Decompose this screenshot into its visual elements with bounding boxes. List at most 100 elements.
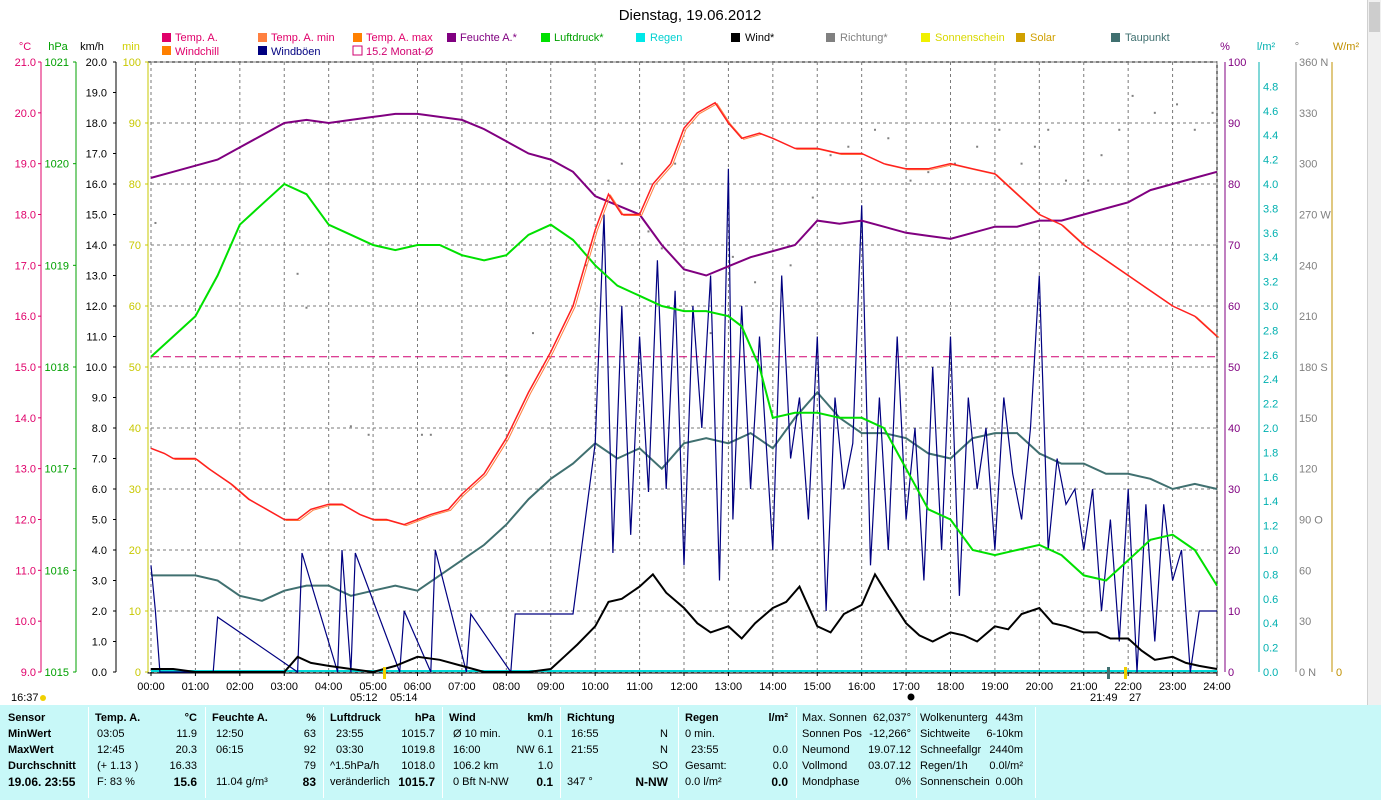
rain-duration: 0 min. xyxy=(685,728,715,740)
legend-swatch-temp-max xyxy=(353,33,362,42)
sunrise-label-2: 05:14 xyxy=(390,692,418,704)
axis-tick-pct: 80 xyxy=(1228,179,1240,191)
axis-tick-temp: 15.0 xyxy=(15,362,36,374)
sunshine-label: Sonnenschein xyxy=(920,776,990,788)
time-label: 11:00 xyxy=(626,681,653,693)
axis-tick-kmh: 0.0 xyxy=(92,667,107,679)
vertical-scrollbar[interactable] xyxy=(1367,0,1381,705)
direction-point xyxy=(1153,111,1156,114)
hum-absolute: 11.04 g/m³ xyxy=(216,776,268,788)
sunset-minutes-label: 27 xyxy=(1129,692,1141,704)
humidity-column: Feuchte A. % 12:50 63 06:15 92 79 11.04 … xyxy=(206,705,323,800)
direction-point xyxy=(927,171,930,174)
rain-column: Regen l/m² 0 min. 23:55 0.0 Gesamt: 0.0 … xyxy=(679,705,796,800)
sunset-marker-2 xyxy=(1124,667,1127,679)
axis-tick-dir: 270 W xyxy=(1299,210,1331,222)
legend-regen: Regen xyxy=(650,32,682,44)
sun-pos-label: Sonnen Pos xyxy=(802,728,862,740)
rain-max-value: 0.0 xyxy=(772,744,788,756)
axis-tick-rain: 1.0 xyxy=(1263,545,1278,557)
axis-tick-rain: 0.8 xyxy=(1263,569,1278,581)
press-current-value: 1015.7 xyxy=(398,775,435,789)
axis-tick-pct: 0 xyxy=(1228,667,1234,679)
direction-point xyxy=(1033,145,1036,148)
unit-deg: ° xyxy=(1295,41,1299,53)
dir-max-time: 21:55 xyxy=(571,744,599,756)
axis-tick-dir: 150 xyxy=(1299,413,1317,425)
legend-swatch-solar xyxy=(1016,33,1025,42)
axis-tick-temp: 13.0 xyxy=(15,464,36,476)
row-label-max: MaxWert xyxy=(8,744,54,756)
wind-max-time: 16:00 xyxy=(453,744,481,756)
axis-tick-dir: 330 xyxy=(1299,108,1317,120)
dir-min-value: N xyxy=(660,728,668,740)
legend-temp-max: Temp. A. max xyxy=(366,32,433,44)
axis-tick-pct: 100 xyxy=(1228,57,1246,69)
axis-tick-rain: 0.6 xyxy=(1263,594,1278,606)
wind-current-value: 0.1 xyxy=(536,775,553,789)
axis-tick-temp: 9.0 xyxy=(21,667,36,679)
time-label: 19:00 xyxy=(981,681,1009,693)
press-header: Luftdruck xyxy=(330,712,381,724)
press-max-value: 1019.8 xyxy=(401,744,435,756)
axis-tick-rain: 3.6 xyxy=(1263,228,1278,240)
legend-swatch-temp-min xyxy=(258,33,267,42)
axis-tick-temp: 12.0 xyxy=(15,515,36,527)
hum-current-value: 83 xyxy=(302,775,316,789)
legend-feuchte: Feuchte A.* xyxy=(460,32,518,44)
rain-total-label: Gesamt: xyxy=(685,760,727,772)
direction-point xyxy=(789,264,792,267)
axis-tick-rain: 0.0 xyxy=(1263,667,1278,679)
legend-sonnenschein: Sonnenschein xyxy=(935,32,1005,44)
series-temp-a xyxy=(150,101,1218,526)
series-richtung xyxy=(154,94,1214,436)
axis-tick-dir: 120 xyxy=(1299,464,1317,476)
row-label-avg: Durchschnitt xyxy=(8,760,76,772)
axis-tick-rain: 2.0 xyxy=(1263,423,1278,435)
rain-hour-label: Regen/1h xyxy=(920,760,968,772)
time-label: 10:00 xyxy=(581,681,609,693)
axis-tick-pct: 10 xyxy=(1228,606,1240,618)
dir-current-value: N-NW xyxy=(635,775,668,789)
rain-total-value: 0.0 xyxy=(772,760,788,772)
rain-amount: 0.0 l/m² xyxy=(685,776,722,788)
visibility-value: 6-10km xyxy=(986,728,1023,740)
direction-point xyxy=(296,272,299,275)
moon-marker xyxy=(907,693,915,701)
legend-swatch-windboeen xyxy=(258,46,267,55)
axis-tick-rain: 0.2 xyxy=(1263,643,1278,655)
new-moon-label: Neumond xyxy=(802,744,850,756)
time-label: 18:00 xyxy=(937,681,965,693)
rain-header: Regen xyxy=(685,712,719,724)
direction-point xyxy=(811,196,814,199)
axis-tick-wm2: 0 xyxy=(1336,667,1342,679)
legend-swatch-taupunkt xyxy=(1111,33,1120,42)
row-label-min: MinWert xyxy=(8,728,52,740)
direction-point xyxy=(976,145,979,148)
sensor-header: Sensor xyxy=(8,712,46,724)
press-unit: hPa xyxy=(414,712,435,724)
time-axis: 00:00 01:00 02:00 03:00 04:00 05:00 06:00 07:00… xyxy=(137,672,1231,693)
axis-tick-pct: 60 xyxy=(1228,301,1240,313)
legend-swatch-richtung xyxy=(826,33,835,42)
axis-tick-hpa: 1015 xyxy=(45,667,69,679)
separator xyxy=(796,707,797,798)
temp-min-value: 11.9 xyxy=(176,728,197,740)
scrollbar-thumb[interactable] xyxy=(1369,2,1380,32)
direction-point xyxy=(429,433,432,436)
direction-point xyxy=(1047,128,1050,131)
axis-tick-min: 10 xyxy=(129,606,141,618)
rain-current-value: 0.0 xyxy=(771,775,788,789)
hum-avg-value: 79 xyxy=(303,760,316,772)
wind-distance: 106.2 km xyxy=(453,760,499,772)
axis-tick-rain: 4.8 xyxy=(1263,81,1278,93)
press-trend: ^1.5hPa/h xyxy=(330,760,380,772)
direction-point xyxy=(829,154,832,157)
rain-unit: l/m² xyxy=(768,712,788,724)
direction-point xyxy=(953,162,956,165)
time-label: 06:00 xyxy=(404,681,432,693)
series-wind xyxy=(151,572,1218,674)
time-label: 05:00 xyxy=(359,681,387,693)
hum-min-value: 63 xyxy=(303,728,316,740)
axis-tick-rain: 3.2 xyxy=(1263,277,1278,289)
